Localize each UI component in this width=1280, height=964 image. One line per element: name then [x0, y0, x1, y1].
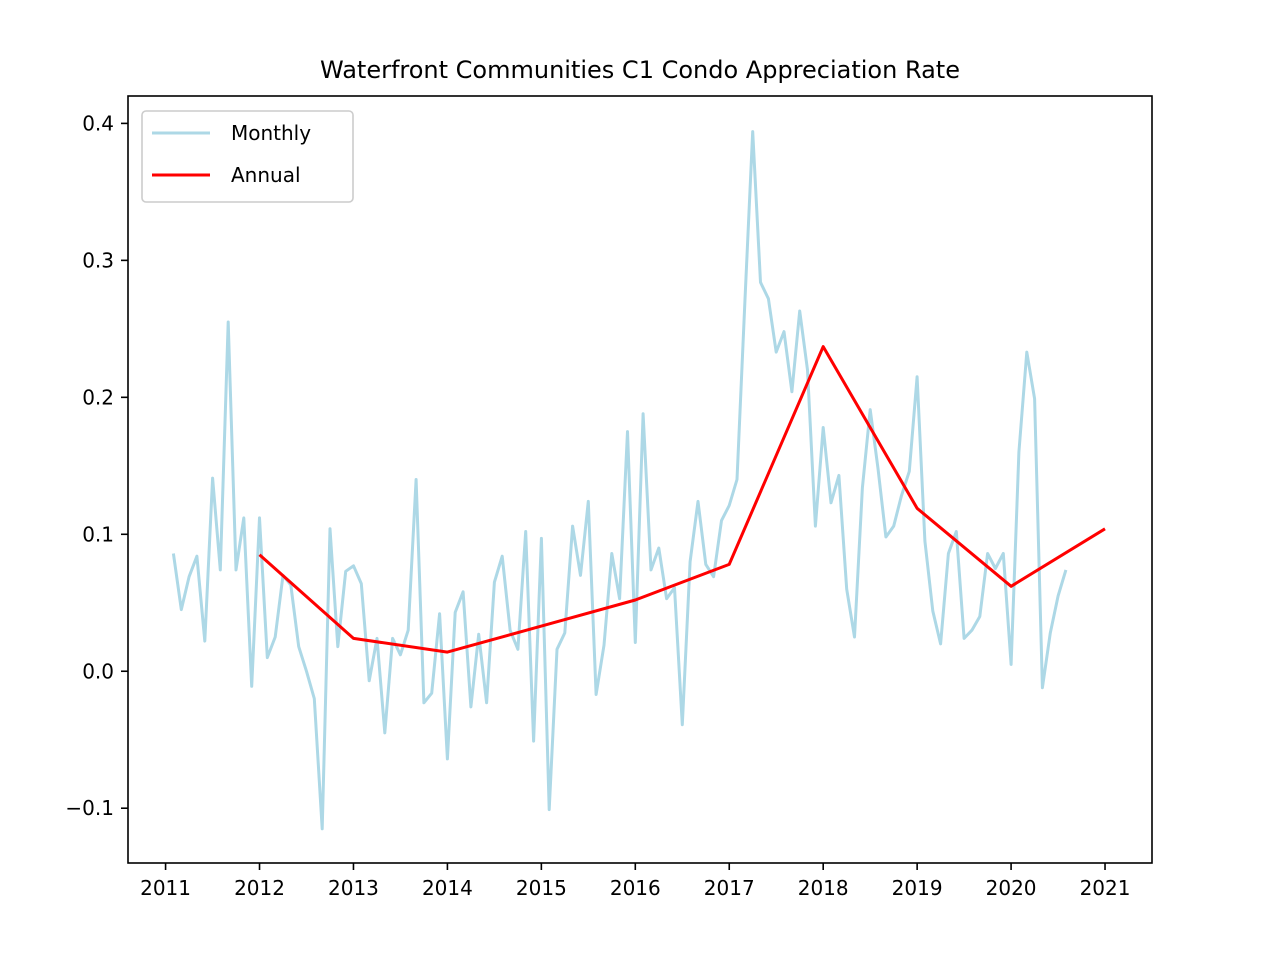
y-tick-label: 0.1 [82, 522, 114, 546]
series-line-annual [258, 345, 1106, 654]
legend-label-annual: Annual [231, 163, 301, 187]
y-tick-label: 0.2 [82, 385, 114, 409]
legend: Monthly Annual [141, 110, 354, 203]
y-axis: −0.1 0.0 0.1 0.2 0.3 0.4 [65, 111, 128, 820]
chart-title: Waterfront Communities C1 Condo Apprecia… [320, 56, 960, 84]
x-tick-label: 2019 [892, 876, 943, 900]
y-tick-label: 0.4 [82, 111, 114, 135]
y-tick-label: −0.1 [65, 796, 114, 820]
plot-frame [127, 95, 1153, 864]
x-tick-label: 2021 [1080, 876, 1131, 900]
y-tick-label: 0.0 [82, 659, 114, 683]
x-tick-label: 2012 [234, 876, 285, 900]
x-tick-label: 2017 [704, 876, 755, 900]
x-tick-label: 2015 [516, 876, 567, 900]
y-tick-label: 0.3 [82, 248, 114, 272]
x-tick-label: 2013 [328, 876, 379, 900]
x-tick-label: 2018 [798, 876, 849, 900]
x-tick-label: 2020 [986, 876, 1037, 900]
x-axis: 2011 2012 2013 2014 2015 2016 2017 2018 2019 2020… [140, 863, 1130, 900]
x-tick-label: 2016 [610, 876, 661, 900]
series-layer [171, 130, 1106, 831]
x-tick-label: 2014 [422, 876, 473, 900]
x-tick-label: 2011 [140, 876, 191, 900]
legend-label-monthly: Monthly [231, 121, 311, 145]
series-line-monthly [171, 130, 1068, 831]
